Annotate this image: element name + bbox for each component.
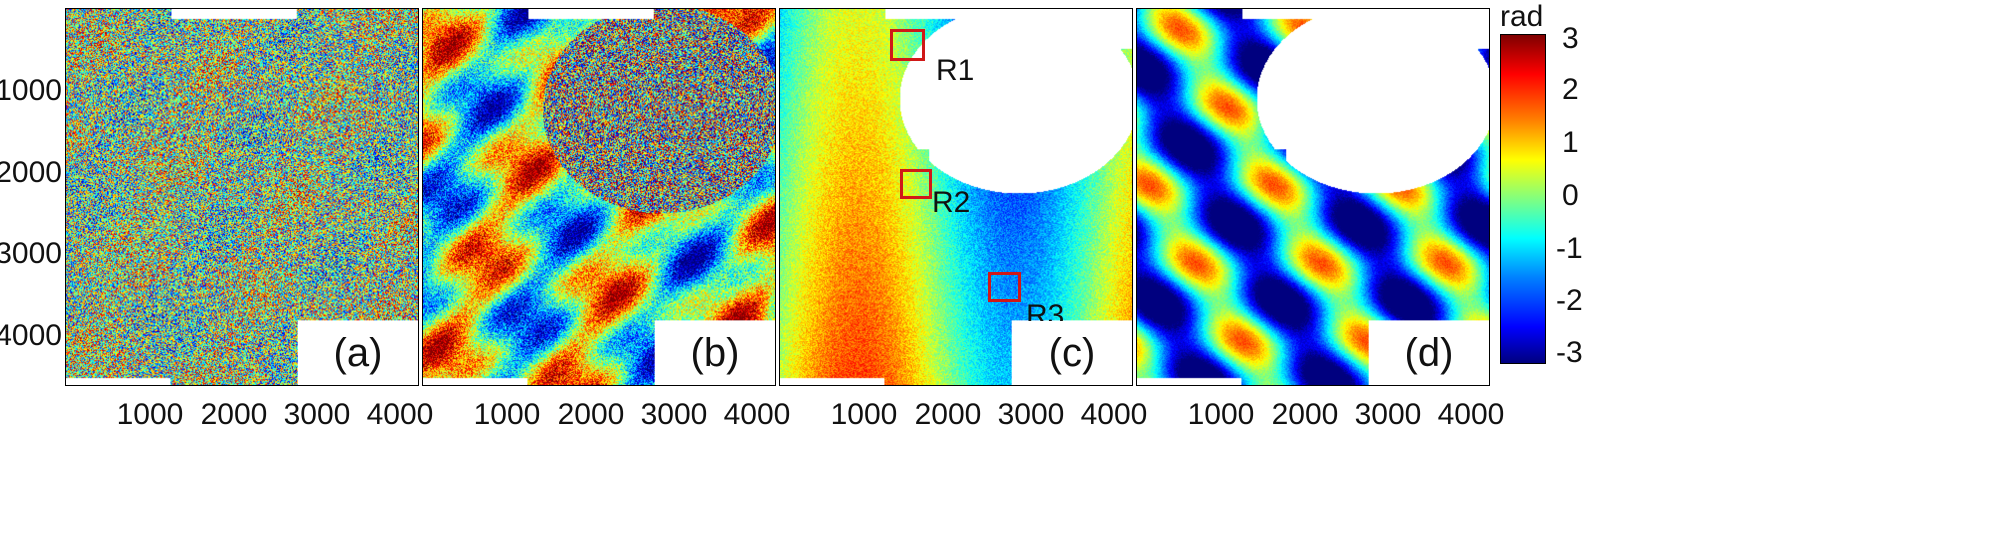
x-tick-label-2000: 2000 — [1271, 398, 1339, 431]
colorbar-unit-label: rad — [1500, 0, 1544, 33]
x-tick-label-4000: 4000 — [1437, 398, 1505, 431]
panel-a-label: (a) — [298, 321, 418, 385]
x-tick-label-3000: 3000 — [283, 398, 351, 431]
x-tick-label-4000: 4000 — [1080, 398, 1148, 431]
x-tick-label-1000: 1000 — [473, 398, 541, 431]
colorbar-tick-label: 3 — [1562, 22, 1579, 55]
colorbar-tick-label: -1 — [1556, 232, 1583, 265]
y-tick-label-1000: 1000 — [0, 74, 62, 107]
region-box-r3 — [988, 272, 1021, 302]
x-tick-label-2000: 2000 — [914, 398, 982, 431]
x-tick-label-3000: 3000 — [997, 398, 1065, 431]
panel-c-label: (c) — [1012, 321, 1132, 385]
x-tick-label-1000: 1000 — [1187, 398, 1255, 431]
colorbar-tick-label: -2 — [1556, 284, 1583, 317]
x-tick-label-3000: 3000 — [640, 398, 708, 431]
colorbar — [1500, 34, 1546, 364]
y-tick-label-3000: 3000 — [0, 237, 62, 270]
x-tick-label-1000: 1000 — [116, 398, 184, 431]
panel-b-label: (b) — [655, 321, 775, 385]
colorbar-tick-label: 1 — [1562, 126, 1579, 159]
region-label-r1: R1 — [936, 54, 975, 87]
panel-c: R1 R2 R3 (c) — [779, 8, 1133, 386]
x-tick-label-4000: 4000 — [723, 398, 791, 431]
x-tick-label-2000: 2000 — [557, 398, 625, 431]
y-tick-label-4000: 4000 — [0, 319, 62, 352]
x-tick-label-1000: 1000 — [830, 398, 898, 431]
region-box-r1 — [890, 29, 925, 61]
x-tick-label-3000: 3000 — [1354, 398, 1422, 431]
x-tick-label-4000: 4000 — [366, 398, 434, 431]
y-tick-label-2000: 2000 — [0, 156, 62, 189]
region-label-r2: R2 — [932, 186, 971, 219]
panel-d: (d) — [1136, 8, 1490, 386]
panel-b: (b) — [422, 8, 776, 386]
colorbar-tick-label: 0 — [1562, 179, 1579, 212]
panel-a: (a) — [65, 8, 419, 386]
colorbar-tick-label: 2 — [1562, 73, 1579, 106]
colorbar-tick-label: -3 — [1556, 336, 1583, 369]
region-box-r2 — [900, 169, 932, 199]
x-tick-label-2000: 2000 — [200, 398, 268, 431]
panel-d-label: (d) — [1369, 321, 1489, 385]
